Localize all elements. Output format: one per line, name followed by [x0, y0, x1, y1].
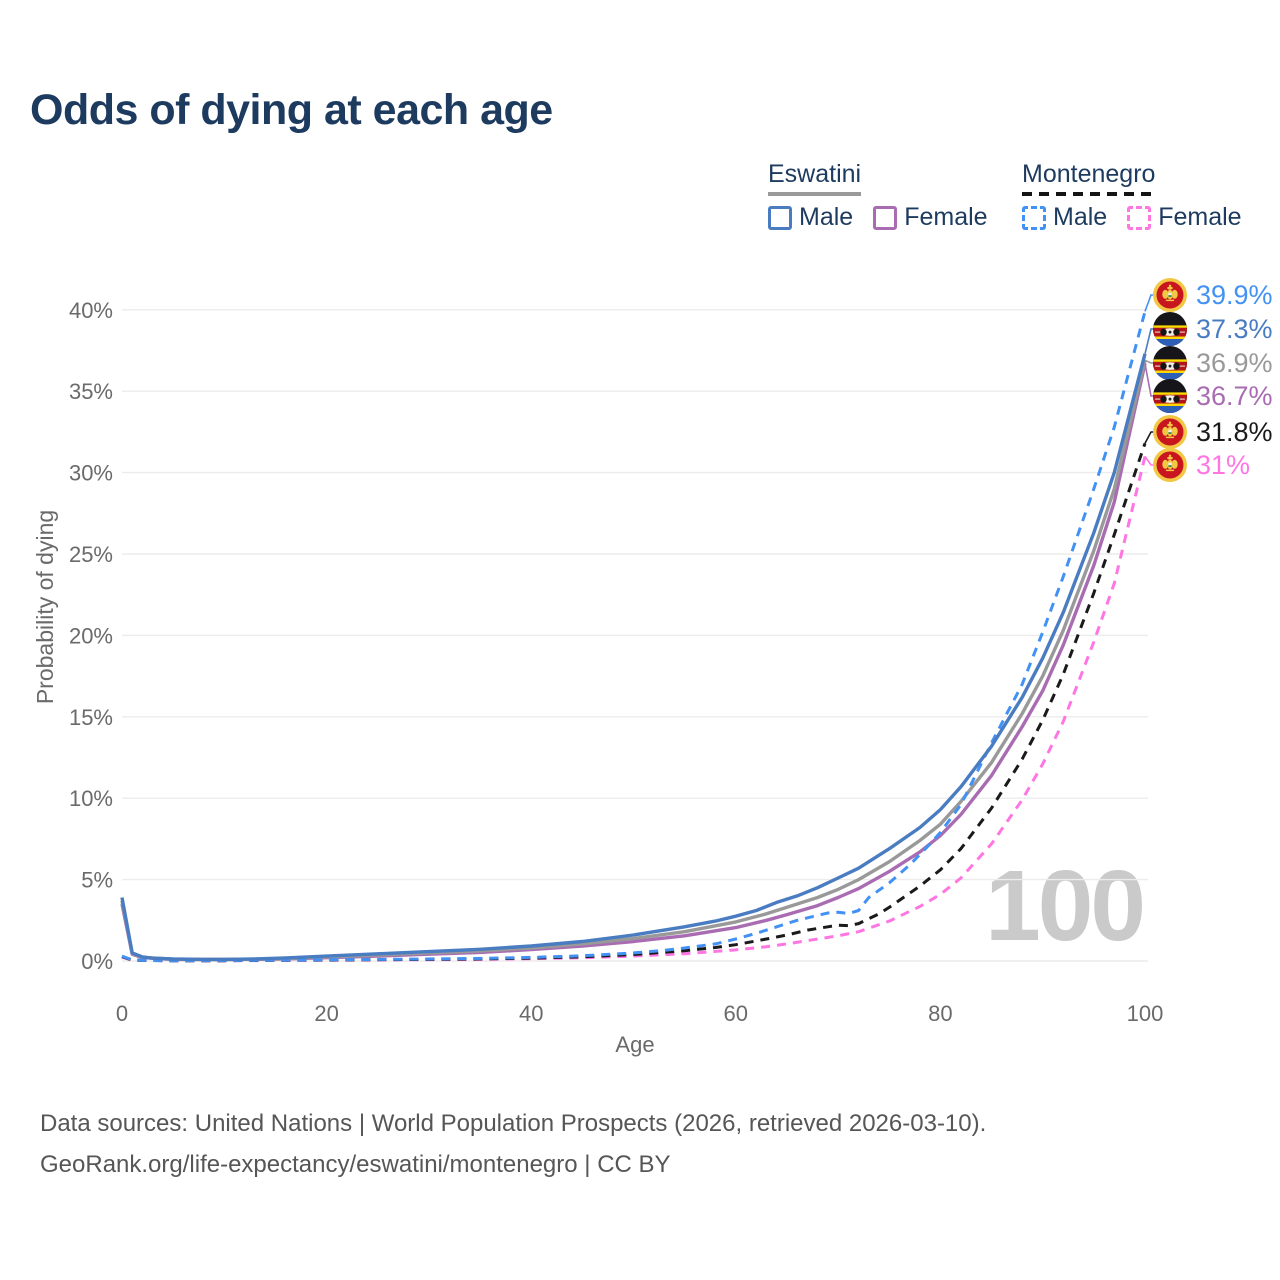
- y-tick-40%: 40%: [69, 298, 113, 323]
- x-tick-20: 20: [314, 1001, 338, 1026]
- flag-icon-montenegro: [1153, 415, 1187, 449]
- series-line-eswatini-all[interactable]: [120, 359, 1147, 962]
- page-title: Odds of dying at each age: [30, 86, 553, 134]
- legend-swatch-montenegro-female: [1127, 205, 1152, 230]
- legend-label: Male: [1053, 203, 1108, 231]
- legend-item-eswatini-female[interactable]: Female: [873, 203, 988, 232]
- flag-icon-eswatini: [1153, 379, 1187, 413]
- y-tick-30%: 30%: [69, 461, 113, 486]
- y-tick-5%: 5%: [81, 868, 113, 893]
- y-tick-0%: 0%: [81, 949, 113, 974]
- footer-sources: Data sources: United Nations | World Pop…: [40, 1110, 987, 1137]
- y-tick-15%: 15%: [69, 705, 113, 730]
- end-label-row-eswatini-female: 36.7%: [1153, 379, 1273, 413]
- legend-item-eswatini-male[interactable]: Male: [768, 203, 853, 232]
- end-label-value: 36.9%: [1196, 347, 1273, 378]
- x-tick-100: 100: [1127, 1001, 1164, 1026]
- legend-group-eswatini: Eswatini Male Female: [768, 160, 988, 232]
- y-tick-10%: 10%: [69, 786, 113, 811]
- legend-group-montenegro: Montenegro Male Female: [1022, 160, 1242, 232]
- legend-swatch-eswatini-female: [873, 205, 898, 230]
- x-tick-0: 0: [116, 1001, 128, 1026]
- series-line-eswatini-female[interactable]: [120, 363, 1147, 962]
- age-watermark: 100: [985, 850, 1146, 962]
- legend-label: Male: [799, 203, 854, 231]
- end-label-value: 37.3%: [1196, 313, 1273, 344]
- y-axis-title: Probability of dying: [32, 509, 58, 705]
- legend-country-eswatini: Eswatini: [768, 160, 862, 196]
- series-line-montenegro-all[interactable]: [121, 442, 1147, 963]
- series-line-eswatini-male[interactable]: [120, 353, 1147, 962]
- flag-icon-montenegro: [1153, 278, 1187, 312]
- y-tick-25%: 25%: [69, 542, 113, 567]
- legend-country-montenegro: Montenegro: [1022, 160, 1156, 196]
- footer: Data sources: United Nations | World Pop…: [40, 1104, 986, 1186]
- legend-label: Female: [904, 203, 988, 231]
- flag-icon-eswatini: [1153, 312, 1187, 346]
- end-label-value: 31.8%: [1196, 416, 1273, 447]
- end-label-row-montenegro-all: 31.8%: [1153, 415, 1273, 449]
- end-label-row-montenegro-male: 39.9%: [1153, 278, 1273, 312]
- end-label-value: 31%: [1196, 449, 1251, 480]
- legend-item-montenegro-male[interactable]: Male: [1022, 203, 1107, 232]
- legend-swatch-montenegro-male: [1022, 205, 1046, 230]
- x-tick-40: 40: [519, 1001, 543, 1026]
- legend-item-montenegro-female[interactable]: Female: [1127, 203, 1242, 232]
- series-line-montenegro-female[interactable]: [121, 455, 1147, 963]
- end-label-value: 36.7%: [1196, 380, 1273, 411]
- end-label-value: 39.9%: [1196, 279, 1273, 310]
- flag-icon-montenegro: [1153, 448, 1187, 482]
- legend-label: Female: [1158, 203, 1242, 231]
- end-label-row-eswatini-all: 36.9%: [1153, 346, 1273, 380]
- legend-swatch-eswatini-male: [768, 205, 792, 230]
- x-tick-60: 60: [724, 1001, 748, 1026]
- x-tick-80: 80: [928, 1001, 952, 1026]
- footer-attribution: GeoRank.org/life-expectancy/eswatini/mon…: [40, 1150, 671, 1178]
- y-tick-35%: 35%: [69, 379, 113, 404]
- flag-icon-eswatini: [1153, 346, 1187, 380]
- x-axis-title: Age: [615, 1032, 654, 1057]
- series-line-montenegro-male[interactable]: [121, 311, 1147, 963]
- y-tick-20%: 20%: [69, 623, 113, 648]
- end-label-row-eswatini-male: 37.3%: [1153, 312, 1273, 346]
- end-label-row-montenegro-female: 31%: [1153, 448, 1250, 482]
